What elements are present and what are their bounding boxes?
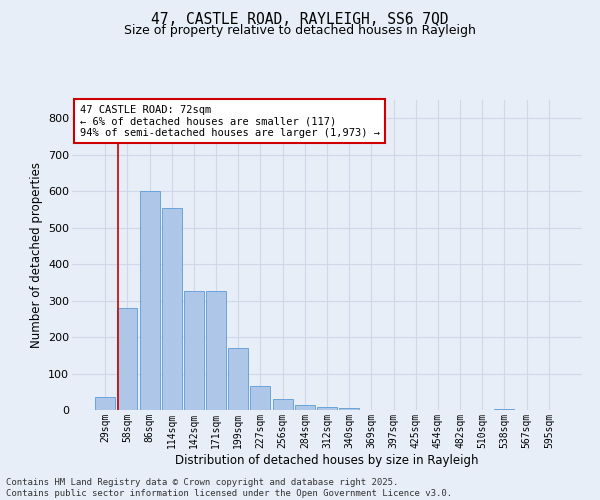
Text: Contains HM Land Registry data © Crown copyright and database right 2025.
Contai: Contains HM Land Registry data © Crown c… — [6, 478, 452, 498]
Bar — [250, 386, 271, 410]
Bar — [494, 408, 514, 410]
Bar — [272, 399, 293, 410]
Text: Size of property relative to detached houses in Rayleigh: Size of property relative to detached ho… — [124, 24, 476, 37]
Bar — [140, 191, 160, 410]
Bar — [317, 408, 337, 410]
Bar — [228, 348, 248, 410]
Text: 47, CASTLE ROAD, RAYLEIGH, SS6 7QD: 47, CASTLE ROAD, RAYLEIGH, SS6 7QD — [151, 12, 449, 28]
Bar — [184, 292, 204, 410]
X-axis label: Distribution of detached houses by size in Rayleigh: Distribution of detached houses by size … — [175, 454, 479, 466]
Y-axis label: Number of detached properties: Number of detached properties — [29, 162, 43, 348]
Bar — [162, 208, 182, 410]
Bar — [339, 408, 359, 410]
Bar — [95, 397, 115, 410]
Bar — [206, 292, 226, 410]
Text: 47 CASTLE ROAD: 72sqm
← 6% of detached houses are smaller (117)
94% of semi-deta: 47 CASTLE ROAD: 72sqm ← 6% of detached h… — [80, 104, 380, 138]
Bar — [295, 404, 315, 410]
Bar — [118, 308, 137, 410]
